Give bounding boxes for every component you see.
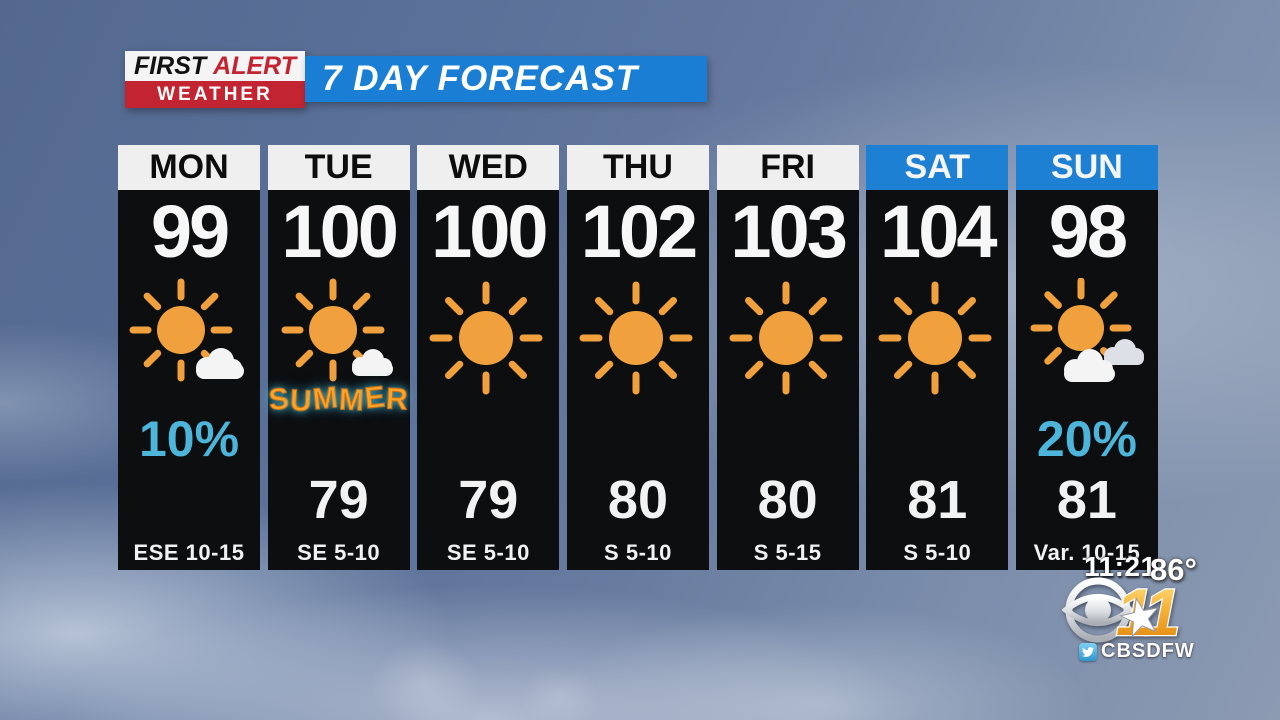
sun-icon bbox=[726, 278, 850, 402]
forecast-day-column-mon: MON 99 10% ESE 10-15 bbox=[118, 145, 260, 570]
logo-first-text: FIRST bbox=[133, 51, 207, 80]
low-temp: 79 bbox=[458, 470, 519, 530]
logo-weather-text: WEATHER bbox=[125, 81, 305, 108]
high-temp: 103 bbox=[730, 190, 847, 273]
forecast-day-column-sun: SUN 98 20% 81 Var. 10-15 bbox=[1015, 145, 1158, 570]
first-alert-weather-logo: FIRST ALERT WEATHER bbox=[125, 51, 305, 108]
banner-title: 7 DAY FORECAST bbox=[322, 59, 639, 98]
high-temp: 100 bbox=[281, 190, 398, 273]
day-label: TUE bbox=[267, 145, 410, 190]
day-panel: 103 80 S 5-15 bbox=[716, 190, 859, 570]
day-label: FRI bbox=[716, 145, 859, 190]
cbs-11-logo: 11 bbox=[1061, 572, 1194, 651]
sun-icon bbox=[875, 278, 999, 402]
sun-cloud-icon bbox=[127, 278, 251, 402]
day-panel: 100 79 SE 5-10 bbox=[417, 190, 560, 570]
day-label: SUN bbox=[1015, 145, 1158, 190]
wind-forecast: S 5-10 bbox=[604, 540, 672, 565]
high-temp: 99 bbox=[150, 190, 230, 273]
forecast-day-column-sat: SAT 104 81 S 5-10 bbox=[866, 145, 1009, 570]
forecast-day-column-fri: FRI 103 80 S 5-15 bbox=[716, 145, 859, 570]
twitter-bird-icon bbox=[1079, 642, 1097, 661]
precip-chance: 20% bbox=[1036, 411, 1137, 467]
logo-alert-text: ALERT bbox=[213, 51, 297, 80]
twitter-handle: CBSDFW bbox=[1079, 640, 1195, 663]
day-label: WED bbox=[417, 145, 560, 190]
wind-forecast: SE 5-10 bbox=[446, 540, 530, 565]
day-label: THU bbox=[566, 145, 709, 190]
day-panel: 98 20% 81 Var. 10-15 bbox=[1015, 190, 1158, 570]
sun-icon bbox=[426, 278, 550, 402]
forecast-day-column-thu: THU 102 80 S 5-10 bbox=[566, 145, 709, 570]
seven-day-forecast-banner: 7 DAY FORECAST bbox=[305, 56, 707, 102]
low-temp: 80 bbox=[607, 470, 668, 530]
high-temp: 98 bbox=[1048, 190, 1128, 273]
day-panel: 99 10% ESE 10-15 bbox=[118, 190, 260, 570]
high-temp: 104 bbox=[880, 190, 997, 273]
forecast-day-column-wed: WED 100 79 SE 5-10 bbox=[417, 145, 560, 570]
lens-flare bbox=[520, 665, 600, 720]
low-temp: 81 bbox=[1056, 470, 1117, 530]
low-temp: 81 bbox=[907, 470, 968, 530]
lens-flare bbox=[370, 640, 480, 720]
wind-forecast: ESE 10-15 bbox=[133, 540, 245, 565]
high-temp: 100 bbox=[431, 190, 548, 273]
day-panel: 102 80 S 5-10 bbox=[566, 190, 709, 570]
star-icon bbox=[1119, 596, 1160, 638]
logo-top-row: FIRST ALERT bbox=[125, 51, 305, 81]
precip-chance: 10% bbox=[138, 411, 240, 467]
day-label: SAT bbox=[866, 145, 1009, 190]
sun-clouds-icon bbox=[1025, 277, 1149, 402]
day-panel: 104 81 S 5-10 bbox=[866, 190, 1009, 570]
social-handle-text: CBSDFW bbox=[1101, 640, 1195, 662]
forecast-day-column-tue: TUE 100 SUMMER 79 SE 5-10 bbox=[267, 145, 410, 570]
sun-icon bbox=[576, 278, 700, 402]
cbs-eye-and-11: 11 bbox=[1061, 574, 1183, 650]
low-temp: 79 bbox=[308, 470, 369, 530]
low-temp: 80 bbox=[757, 470, 818, 530]
cbs-eye-icon bbox=[1061, 577, 1135, 643]
station-number: 11 bbox=[1116, 575, 1178, 646]
wind-forecast: S 5-15 bbox=[753, 540, 822, 565]
wind-forecast: Var. 10-15 bbox=[1033, 540, 1141, 565]
high-temp: 102 bbox=[580, 190, 698, 273]
day-panel: 100 SUMMER 79 SE 5-10 bbox=[267, 190, 410, 570]
summer-badge: SUMMER bbox=[267, 380, 410, 419]
wind-forecast: S 5-10 bbox=[903, 540, 972, 565]
current-temp: 86° bbox=[1150, 552, 1197, 587]
day-label: MON bbox=[118, 145, 260, 190]
wind-forecast: SE 5-10 bbox=[297, 540, 381, 565]
clock-time: 11:21 bbox=[1084, 551, 1157, 582]
forecast-grid: MON 99 10% ESE 10-15 TUE 100 SUMMER 79 bbox=[118, 145, 1158, 570]
sun-cloud-small-icon bbox=[277, 278, 401, 402]
